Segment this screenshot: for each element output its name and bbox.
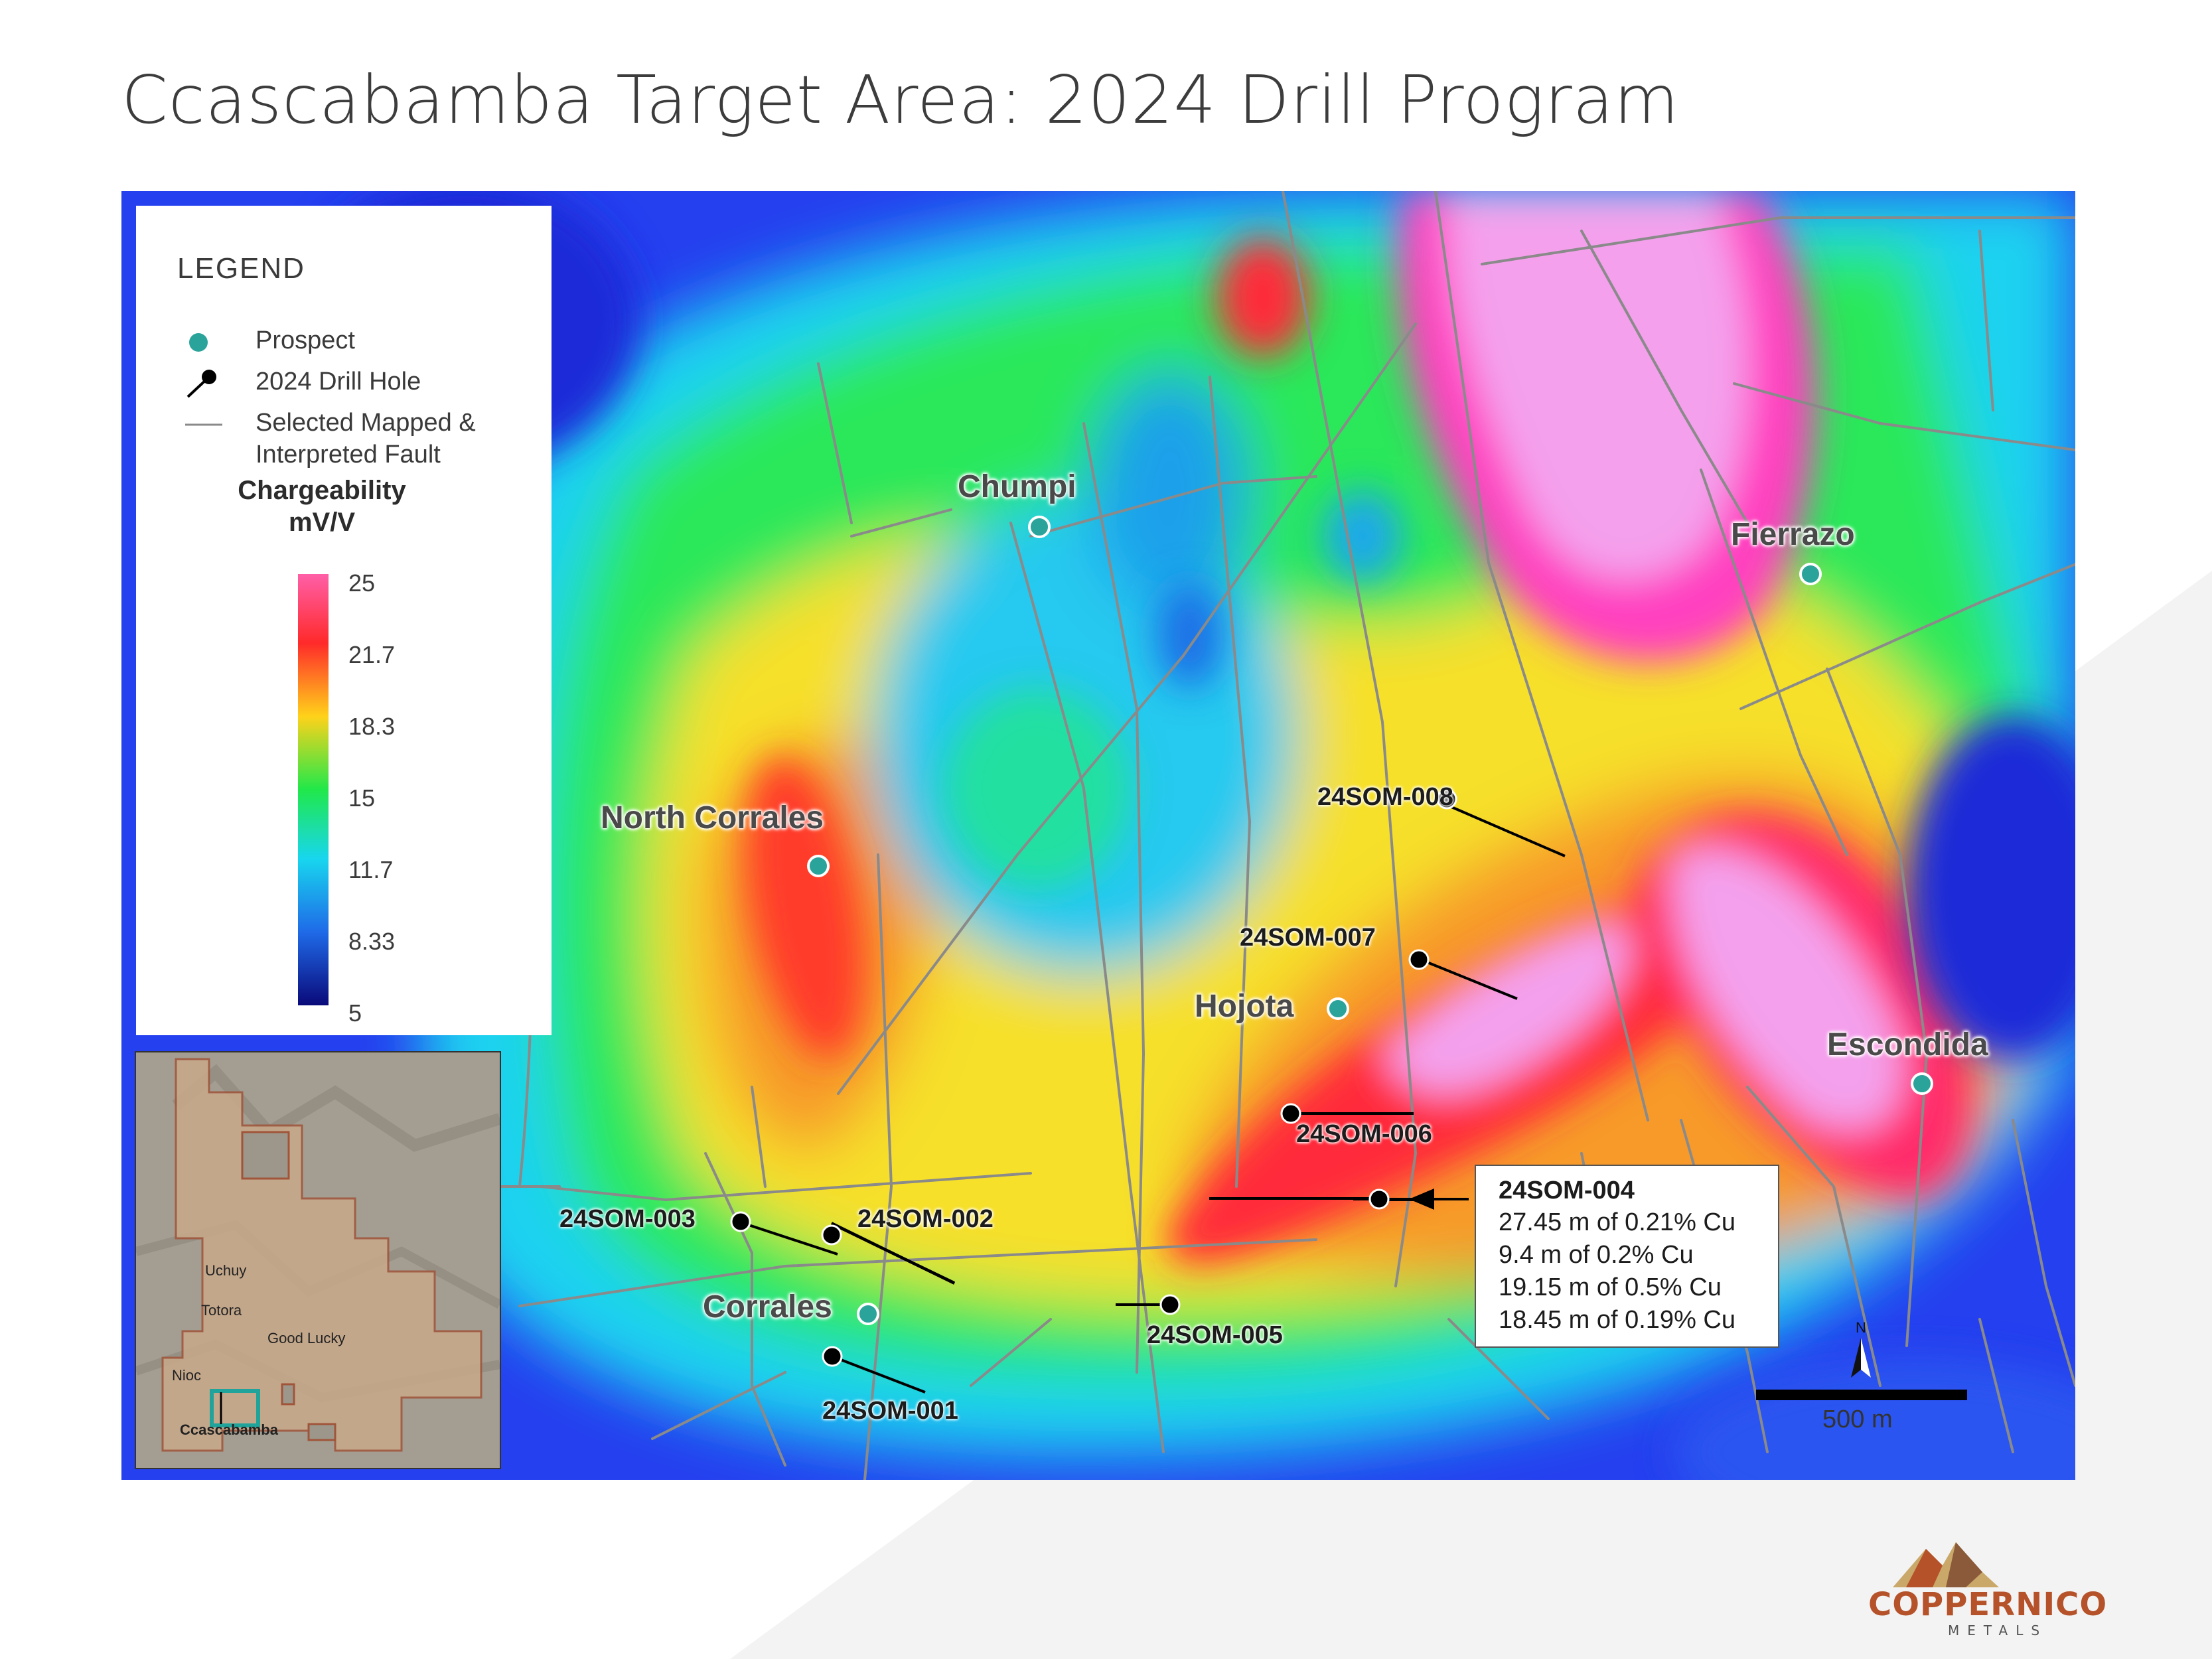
scale-bar: [1756, 1390, 1967, 1400]
prospect-label-corrales: Corrales: [703, 1289, 832, 1325]
ramp-title-line-1: Chargeability: [238, 476, 406, 505]
prospect-dot-icon: [189, 333, 208, 352]
drill-hole-icon: [186, 370, 216, 398]
prospect-label-chumpi: Chumpi: [958, 469, 1076, 504]
ramp-tick: 5: [348, 999, 362, 1027]
ramp-tick: 15: [348, 784, 376, 812]
legend-title: LEGEND: [177, 252, 305, 285]
inset-place-label: Nioc: [172, 1367, 202, 1384]
ramp-tick: 25: [348, 569, 376, 597]
inset-place-label: Uchuy: [205, 1262, 247, 1279]
page-title: Ccascabamba Target Area: 2024 Drill Prog…: [121, 61, 1680, 139]
legend-drill-hole-label: 2024 Drill Hole: [256, 368, 421, 396]
ramp-tick: 21.7: [348, 641, 396, 668]
drill-result-callout: 24SOM-004 27.45 m of 0.21% Cu 9.4 m of 0…: [1475, 1165, 1779, 1348]
inset-place-label: Good Lucky: [267, 1330, 346, 1346]
legend-panel: LEGEND Prospect 2024 Drill Hole Selected…: [136, 206, 552, 1035]
brand-sub: METALS: [1948, 1623, 2048, 1638]
chargeability-color-ramp: [298, 574, 329, 1005]
legend-fault-label-1: Selected Mapped &: [256, 409, 476, 437]
inset-place-label: Ccascabamba: [180, 1421, 278, 1438]
fault-line-icon: [185, 423, 222, 426]
inset-location-map: Uchuy Totora Good Lucky Nioc Ccascabamba: [135, 1051, 501, 1469]
drill-hole-label: 24SOM-002: [857, 1205, 994, 1233]
ramp-title-line-2: mV/V: [288, 508, 356, 537]
callout-result-line: 9.4 m of 0.2% Cu: [1499, 1241, 1694, 1269]
prospect-label-escondida: Escondida: [1827, 1027, 1988, 1062]
prospect-label-fierrazo: Fierrazo: [1731, 517, 1855, 552]
chargeability-map[interactable]: LEGEND Prospect 2024 Drill Hole Selected…: [121, 191, 2075, 1480]
north-arrow-icon: N: [1851, 1319, 1871, 1378]
callout-result-line: 18.45 m of 0.19% Cu: [1499, 1306, 1735, 1334]
drill-hole-label: 24SOM-005: [1147, 1321, 1283, 1349]
prospect-label-north-corrales: North Corrales: [601, 800, 824, 835]
brand-name: COPPERNICO: [1868, 1586, 2108, 1623]
coppernico-logo-icon: [1893, 1542, 1999, 1587]
scale-label: 500 m: [1822, 1406, 1893, 1433]
ramp-title: Chargeability mV/V: [222, 474, 421, 538]
drill-hole-label: 24SOM-007: [1240, 924, 1376, 952]
callout-result-line: 27.45 m of 0.21% Cu: [1499, 1208, 1735, 1236]
north-label: N: [1856, 1319, 1866, 1336]
ramp-tick: 11.7: [348, 856, 394, 883]
legend-prospect-label: Prospect: [256, 326, 355, 354]
legend-fault-label-2: Interpreted Fault: [256, 441, 441, 469]
callout-title: 24SOM-004: [1499, 1177, 1635, 1204]
drill-hole-label: 24SOM-001: [822, 1397, 958, 1425]
drill-hole-label: 24SOM-008: [1317, 783, 1453, 811]
prospect-label-hojota: Hojota: [1195, 989, 1294, 1024]
ramp-tick: 18.3: [348, 713, 396, 740]
drill-hole-label: 24SOM-003: [559, 1205, 696, 1233]
ramp-tick: 8.33: [348, 928, 396, 955]
drill-hole-label: 24SOM-006: [1296, 1120, 1432, 1148]
fault-lines: [465, 191, 2075, 1480]
callout-result-line: 19.15 m of 0.5% Cu: [1499, 1273, 1722, 1301]
inset-terrain: [136, 1052, 500, 1468]
inset-place-label: Totora: [201, 1302, 242, 1319]
